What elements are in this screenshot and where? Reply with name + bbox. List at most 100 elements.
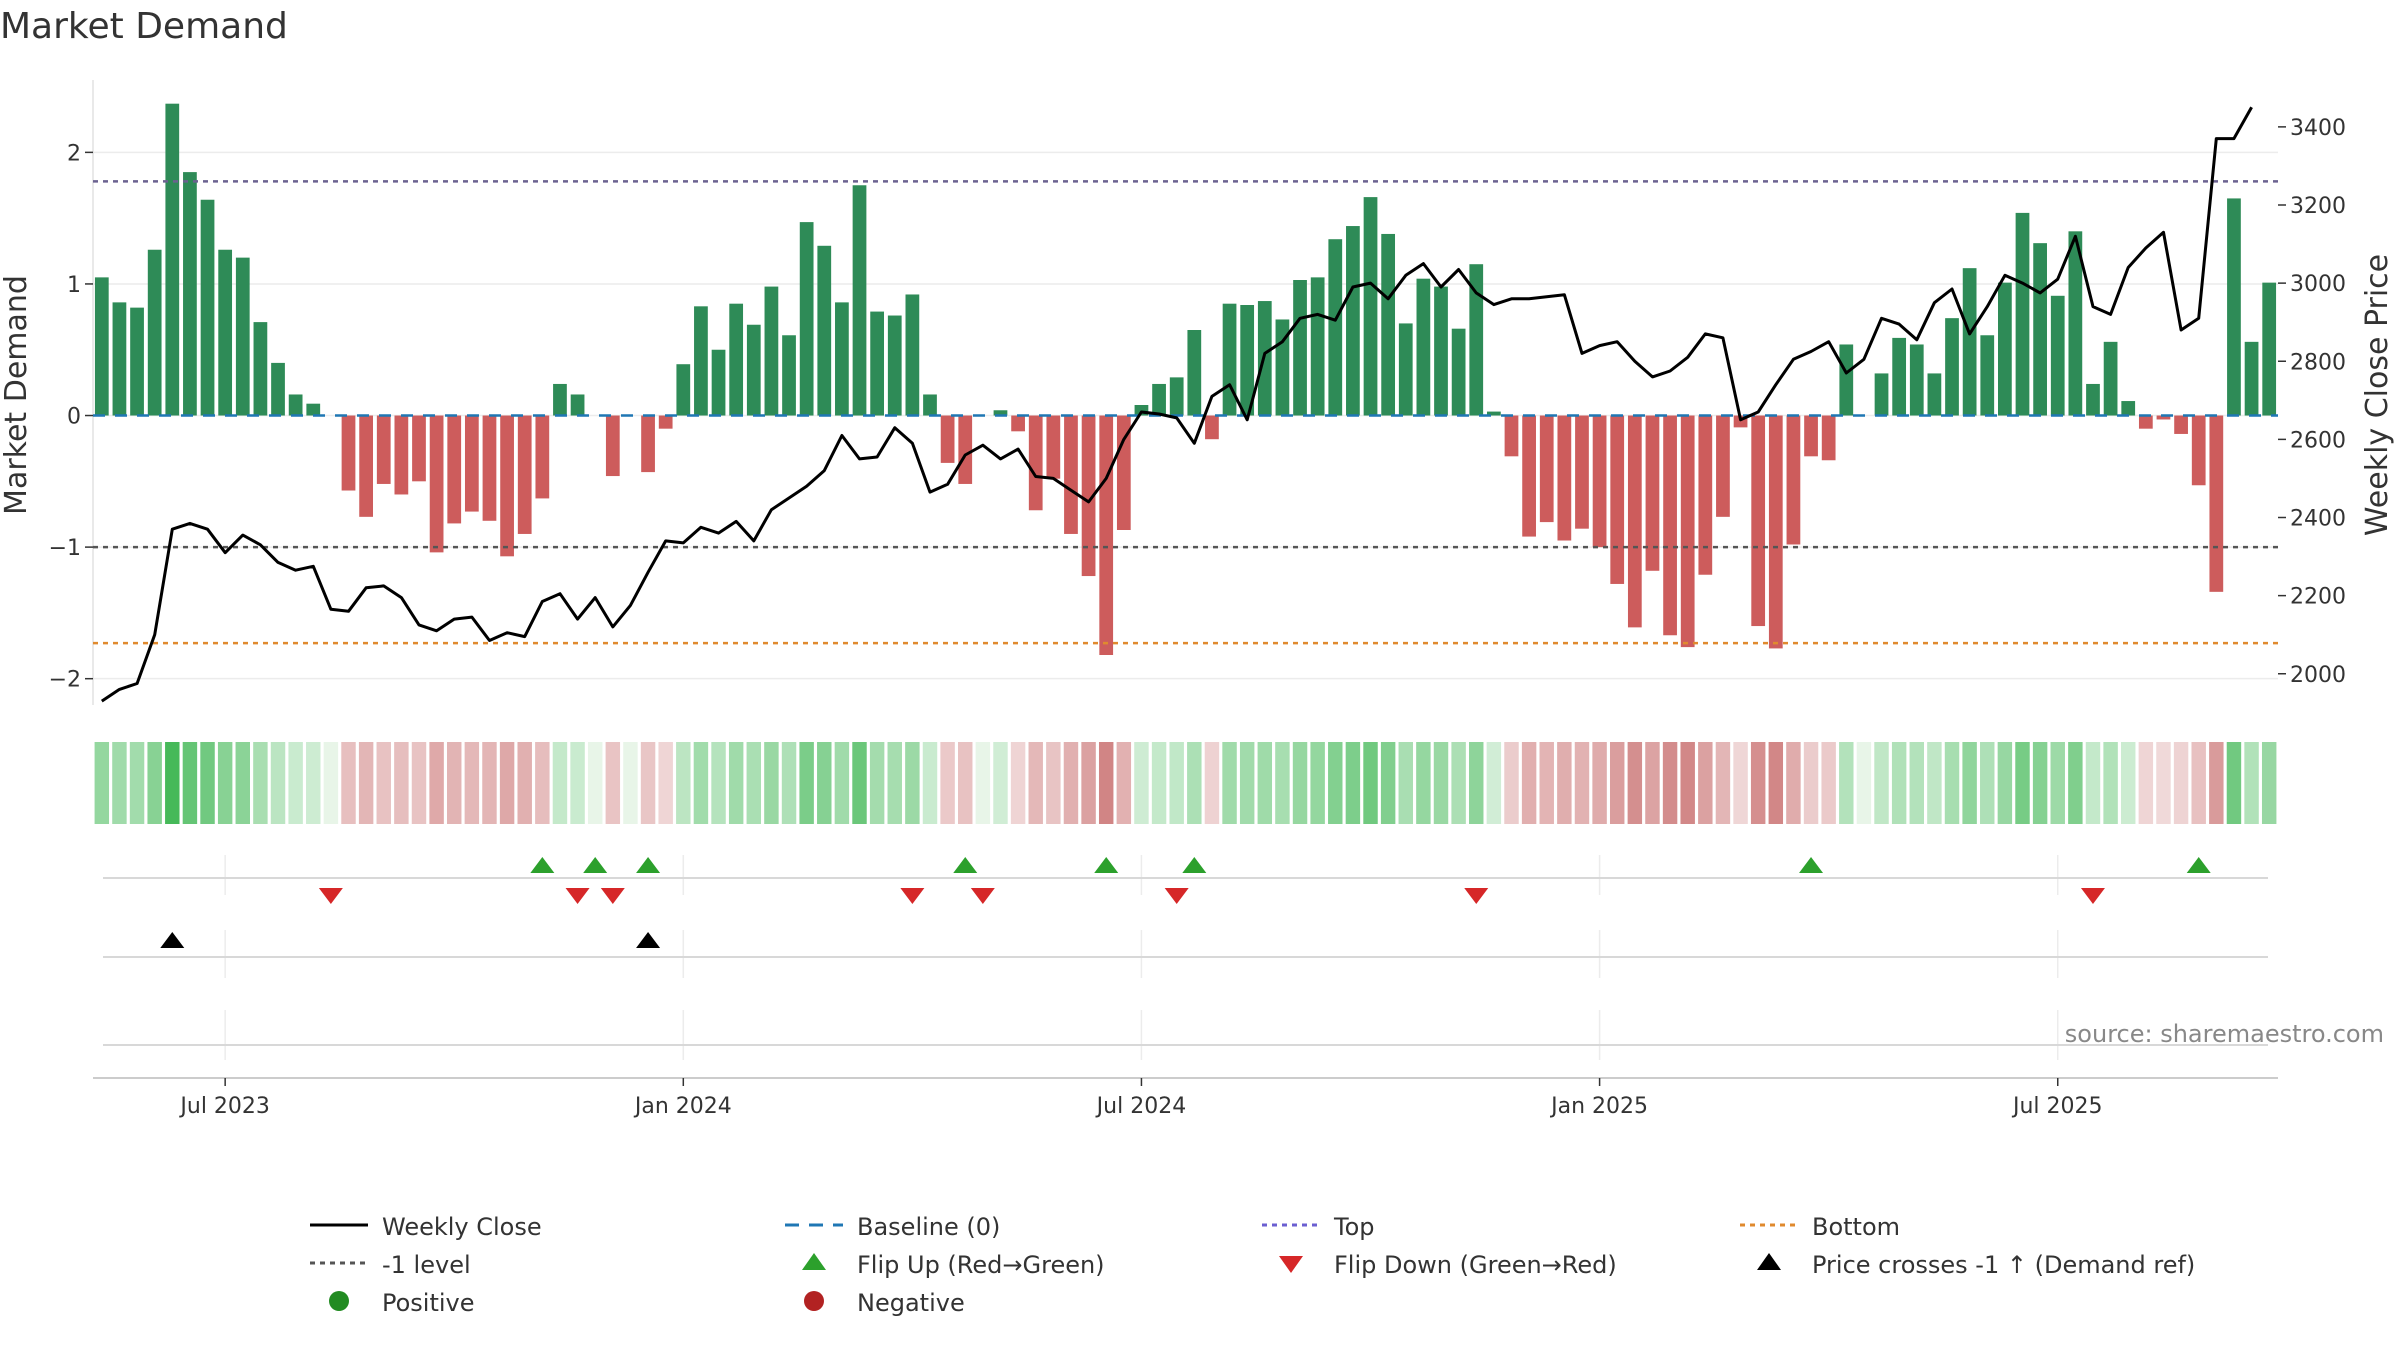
heat-cell bbox=[746, 742, 762, 824]
legend-label: Negative bbox=[857, 1289, 965, 1317]
positive-bar bbox=[147, 249, 162, 416]
heat-cell bbox=[499, 742, 515, 824]
negative-bar bbox=[2209, 415, 2224, 592]
negative-bar bbox=[376, 415, 391, 484]
legend-label: Baseline (0) bbox=[857, 1213, 1000, 1241]
right-tick-label: 3000 bbox=[2290, 272, 2346, 297]
positive-bar bbox=[2033, 243, 2047, 416]
heat-cell bbox=[1204, 742, 1220, 824]
heat-cell bbox=[1063, 742, 1079, 824]
negative-bar bbox=[1751, 415, 1766, 627]
legend-item: Weekly Close bbox=[310, 1213, 542, 1241]
negative-bar bbox=[1522, 415, 1536, 537]
heat-cell bbox=[1557, 742, 1572, 824]
negative-bar bbox=[1504, 415, 1519, 457]
left-axis-ticks: 2 1 0 −1 −2 bbox=[49, 141, 93, 693]
heat-cell bbox=[147, 742, 162, 824]
positive-bar bbox=[94, 277, 109, 416]
positive-bar bbox=[694, 306, 708, 416]
positive-bar bbox=[200, 199, 215, 416]
negative-bar bbox=[394, 415, 409, 495]
heat-cell bbox=[1698, 742, 1713, 824]
heat-cell bbox=[1891, 742, 1907, 824]
flip-up-marker bbox=[636, 857, 661, 873]
positive-bar bbox=[1363, 197, 1378, 416]
negative-bar bbox=[517, 415, 532, 534]
flip-markers-panel bbox=[103, 855, 2268, 904]
heat-cell bbox=[1187, 742, 1202, 824]
heat-cell bbox=[2120, 742, 2136, 824]
right-tick-label: 3200 bbox=[2290, 194, 2346, 219]
legend-item: Top bbox=[1262, 1213, 1375, 1241]
heat-cell bbox=[1010, 742, 1026, 824]
x-tick-label: Jan 2024 bbox=[633, 1094, 732, 1119]
positive-bar bbox=[2086, 383, 2100, 416]
heat-cell bbox=[1081, 742, 1096, 824]
heat-cell bbox=[1680, 742, 1695, 824]
heat-cell bbox=[1028, 742, 1043, 824]
positive-bar bbox=[676, 364, 691, 416]
heat-cell bbox=[447, 742, 462, 824]
heat-cell bbox=[869, 742, 885, 824]
negative-bar bbox=[1081, 415, 1096, 577]
heat-cell bbox=[1645, 742, 1660, 824]
positive-bar bbox=[2227, 198, 2241, 416]
heat-cell bbox=[1733, 742, 1748, 824]
positive-bar bbox=[1980, 335, 1995, 416]
heat-cell bbox=[2085, 742, 2101, 824]
heat-cell bbox=[217, 742, 233, 824]
heat-cell bbox=[2209, 742, 2224, 824]
negative-bar bbox=[2174, 415, 2188, 434]
legend-item: Price crosses -1 ↑ (Demand ref) bbox=[1757, 1251, 2195, 1279]
positive-bar bbox=[1998, 282, 2012, 416]
positive-bar bbox=[1416, 278, 1431, 416]
positive-bar bbox=[1310, 277, 1325, 416]
flip-down-marker bbox=[1464, 888, 1489, 904]
positive-bar bbox=[1945, 318, 1959, 416]
positive-bar bbox=[1134, 405, 1149, 416]
heat-cell bbox=[958, 742, 973, 824]
negative-bar bbox=[464, 415, 479, 512]
legend-item: -1 level bbox=[310, 1251, 471, 1279]
heat-cell bbox=[852, 742, 867, 824]
heat-cell bbox=[887, 742, 902, 824]
heat-cell bbox=[376, 742, 391, 824]
flip-down-marker bbox=[900, 888, 925, 904]
heat-cell bbox=[1098, 742, 1114, 824]
price-cross-marker bbox=[636, 932, 661, 948]
negative-bar bbox=[1046, 415, 1061, 479]
heat-cell bbox=[676, 742, 691, 824]
left-tick-label: 0 bbox=[67, 405, 81, 430]
positive-bar bbox=[553, 383, 567, 416]
legend-item: Positive bbox=[329, 1289, 475, 1317]
positive-bar bbox=[887, 315, 902, 416]
positive-bar bbox=[1169, 377, 1184, 416]
weekly-close-path bbox=[100, 106, 2253, 703]
right-tick-label: 2800 bbox=[2290, 350, 2346, 375]
heat-cell bbox=[411, 742, 427, 824]
negative-bar bbox=[2156, 415, 2171, 420]
legend-item: Flip Up (Red→Green) bbox=[802, 1251, 1105, 1279]
flip-down-marker bbox=[565, 888, 590, 904]
heat-cell bbox=[570, 742, 585, 824]
heat-cell bbox=[1821, 742, 1836, 824]
heat-cell bbox=[2103, 742, 2118, 824]
heat-cell bbox=[975, 742, 991, 824]
negative-bar bbox=[1663, 415, 1677, 636]
heat-cell bbox=[1927, 742, 1942, 824]
flip-down-marker bbox=[970, 888, 995, 904]
negative-bar bbox=[641, 415, 655, 473]
flip-up-marker bbox=[2186, 857, 2211, 873]
legend-item: Flip Down (Green→Red) bbox=[1279, 1251, 1617, 1279]
positive-bar bbox=[905, 294, 920, 416]
heat-cell bbox=[1521, 742, 1537, 824]
heat-cell bbox=[112, 742, 127, 824]
positive-bar bbox=[764, 286, 779, 416]
right-axis-ticks: 3400 3200 3000 2800 2600 2400 2200 2000 bbox=[2278, 116, 2346, 688]
positive-bar bbox=[817, 245, 832, 416]
heat-cell bbox=[1257, 742, 1273, 824]
positive-bar bbox=[1839, 344, 1854, 416]
positive-bar bbox=[2262, 282, 2277, 416]
flip-up-marker bbox=[953, 857, 978, 873]
